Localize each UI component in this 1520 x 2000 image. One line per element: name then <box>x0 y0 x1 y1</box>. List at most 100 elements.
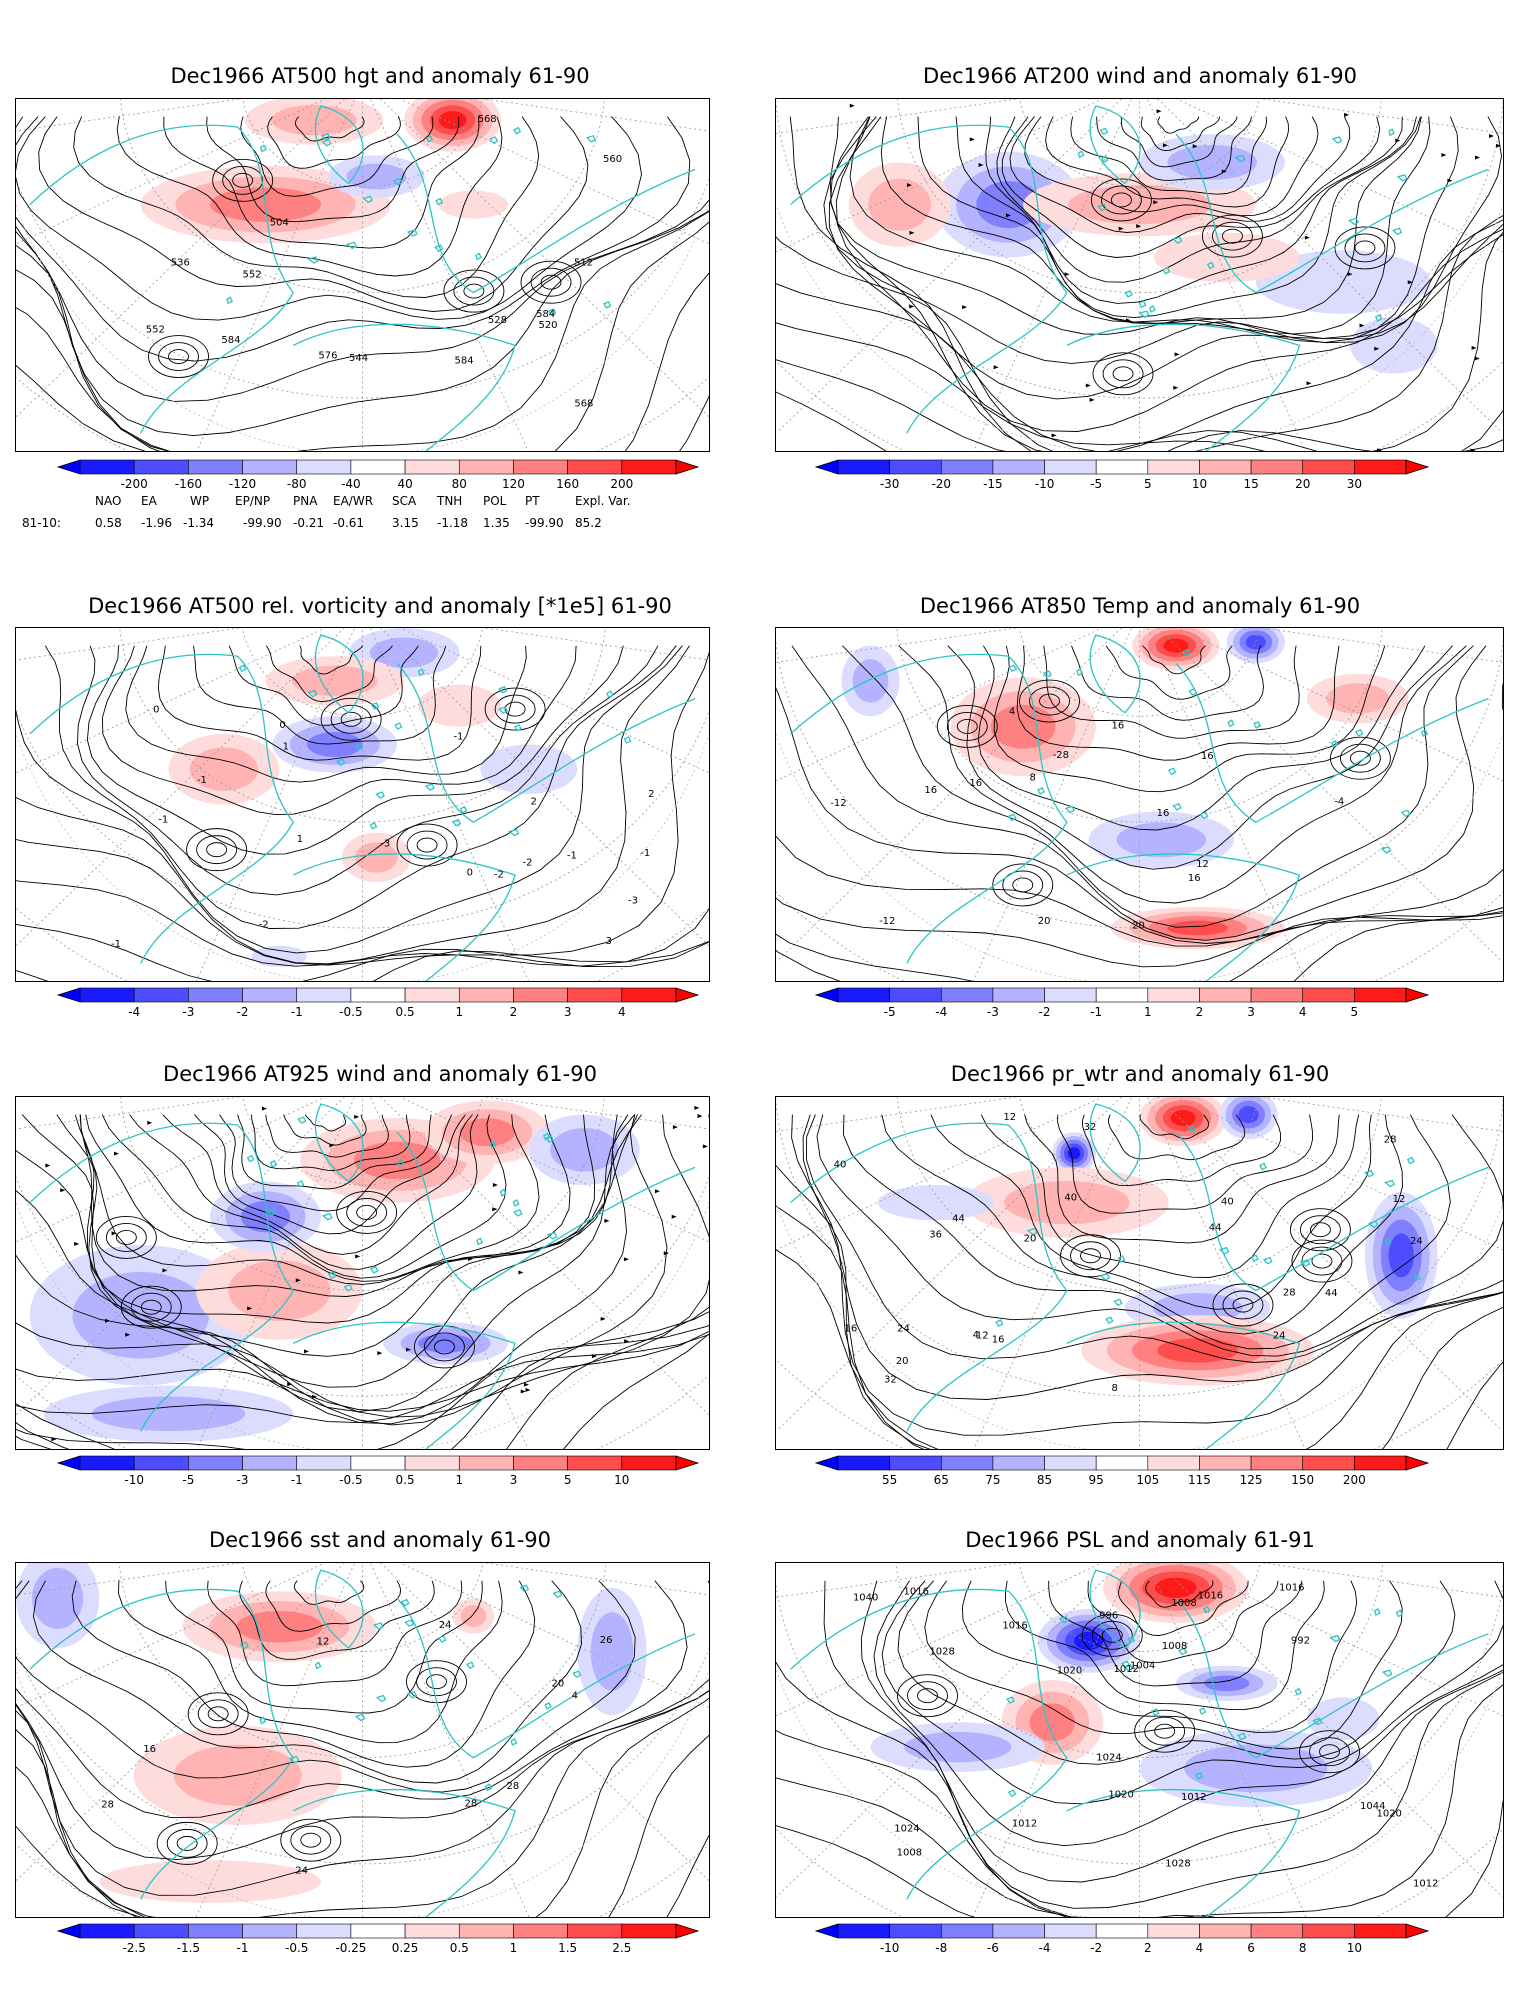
streamline-arrow <box>672 1125 678 1130</box>
meridian-line <box>777 99 1122 433</box>
colorbar-swatch <box>1147 1923 1200 1939</box>
map-frame[interactable]: 1020 1016 1024 1028 1004 996 992 1040 1044 1028 10… <box>775 1562 1504 1918</box>
streamline-arrow <box>1395 138 1401 143</box>
map-frame[interactable]: 44 24 28 32 36 40 16 20 12 24 28 40 44 16 12 20 24 32 40 44… <box>775 1096 1504 1450</box>
index-value: -1.34 <box>183 516 215 530</box>
colorbar-arrow-left <box>56 459 81 475</box>
contour-line <box>835 116 1503 432</box>
coastline-island <box>1138 310 1150 318</box>
coastline-island <box>265 1208 277 1216</box>
coastline-island <box>552 1590 563 1599</box>
colorbar-arrow-left <box>56 1455 81 1471</box>
anomaly-blob <box>271 104 357 136</box>
colorbar-tick-label: 6 <box>1247 1941 1255 1955</box>
colorbar-swatch <box>621 1455 677 1471</box>
colorbar-tick-label: 0.5 <box>396 1473 415 1487</box>
map-frame[interactable] <box>15 1096 710 1450</box>
coastline-island <box>623 736 632 744</box>
meridian-line <box>1157 628 1503 963</box>
coastline-eurasia <box>1175 1597 1489 1759</box>
closed-contour <box>443 269 505 313</box>
coastline-africa <box>292 853 516 981</box>
colorbar-swatch <box>296 459 352 475</box>
contour-line <box>1140 116 1221 152</box>
contour-line <box>1024 1114 1340 1244</box>
closed-contour <box>540 274 562 290</box>
contour-label: 16 <box>924 785 937 796</box>
colorbar: -5 -4 -3 -2 -1 1 2 3 4 5 <box>814 987 1430 1028</box>
colorbar-tick-label: -40 <box>341 477 361 491</box>
map-frame[interactable]: 16 16 -28 -12 -4 8 4 16 12 20 16 16 20 -12 16 <box>775 627 1504 982</box>
panel-title: Dec1966 AT925 wind and anomaly 61-90 <box>163 1062 597 1086</box>
contour-line <box>16 880 709 967</box>
streamline-arrow <box>694 1105 700 1110</box>
meridian-line <box>973 628 1133 981</box>
coastline-island <box>426 134 434 143</box>
streamline-arrow <box>1471 345 1477 350</box>
map-frame[interactable]: 24 4 12 16 20 26 24 28 28 28 <box>15 1562 710 1918</box>
contour-line <box>32 1580 582 1784</box>
streamline-arrow <box>591 1354 597 1359</box>
contour-line <box>791 1114 1503 1436</box>
coastline-island <box>1117 1255 1126 1263</box>
closed-contour <box>1090 178 1152 222</box>
coastline-island <box>424 783 435 791</box>
contour-line <box>980 1114 1360 1278</box>
contour-line <box>1005 1580 1325 1711</box>
coastline-island <box>1383 1238 1392 1247</box>
coastline-eurasia <box>396 133 696 294</box>
map-frame[interactable]: -2 -1 0 -3 -1 2 3 -1 -2 -3 1 -1 0 2 -2 -1 1 0 -1 <box>15 627 710 982</box>
anomaly-blob <box>1067 1147 1081 1160</box>
coastline-island <box>1218 1246 1230 1255</box>
contour-line <box>1024 116 1319 217</box>
coastline-island <box>1113 1298 1123 1307</box>
coastline-island <box>345 241 358 250</box>
anomaly-blob <box>1245 634 1266 650</box>
streamline-arrow <box>104 1318 110 1323</box>
anomaly-blob <box>438 111 467 130</box>
contour-label: 544 <box>349 353 368 364</box>
contour-line <box>16 209 709 437</box>
map-frame[interactable] <box>775 98 1504 452</box>
closed-contour <box>176 1835 198 1851</box>
closed-contour <box>290 1825 332 1855</box>
streamline-arrow <box>111 1231 117 1236</box>
coastline-island <box>1236 1732 1247 1741</box>
coastline-island <box>1172 236 1183 245</box>
colorbar-swatch <box>1095 987 1149 1003</box>
panel-sst: Dec1966 sst and anomaly 61-90 24 4 12 16 20 2… <box>0 1524 760 1924</box>
anomaly-blob <box>292 665 378 697</box>
closed-contour <box>1002 870 1044 900</box>
streamline-arrow <box>162 1268 168 1273</box>
closed-contour <box>494 694 536 724</box>
streamline-arrow <box>247 1306 253 1311</box>
closed-contour <box>1080 1248 1101 1264</box>
colorbar-swatch <box>404 1455 460 1471</box>
meridian-line <box>483 1563 709 1596</box>
contour-line <box>165 1580 483 1714</box>
colorbar-swatch <box>404 1923 460 1939</box>
colorbar-swatch <box>296 987 352 1003</box>
colorbar-swatch <box>992 987 1045 1003</box>
index-name: EA <box>141 494 157 508</box>
anomaly-blob <box>1170 1110 1196 1127</box>
contour-line <box>823 1580 1503 1909</box>
coastline-island <box>510 1738 518 1746</box>
colorbar-tick-label: 2 <box>510 1005 518 1019</box>
anomaly-blob <box>877 1185 995 1221</box>
contour-line <box>776 391 1503 451</box>
contour-line <box>16 1690 709 1917</box>
meridian-line <box>776 628 1122 963</box>
contour-line <box>101 645 577 816</box>
colorbar-tick-label: 3 <box>1247 1005 1255 1019</box>
closed-contour <box>433 1339 455 1355</box>
coastline-island <box>1364 1169 1375 1178</box>
contour-label: 1 <box>283 741 289 752</box>
closed-contour <box>148 335 209 378</box>
coastline-island <box>489 1140 497 1149</box>
contour-line <box>1009 116 1351 233</box>
anomaly-blob <box>1238 1106 1259 1124</box>
colorbar-tick-label: 80 <box>452 477 467 491</box>
map-frame[interactable]: 584 504 552 512 520 528 536 544 552 560 568 568 576 5… <box>15 98 710 452</box>
coastline-island <box>1172 803 1182 811</box>
